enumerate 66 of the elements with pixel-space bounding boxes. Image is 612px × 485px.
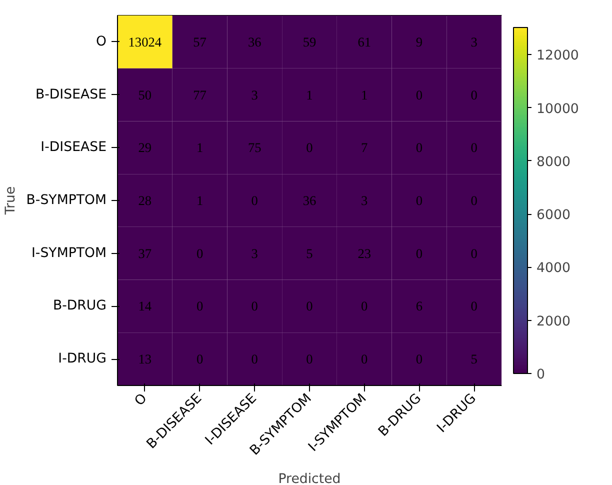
data-label: 1 (306, 87, 313, 102)
data-label: 3 (470, 34, 478, 50)
data-label: 75 (248, 140, 262, 156)
color-bar-label: 10000 (536, 102, 579, 117)
data-label: 0 (416, 352, 423, 367)
data-label: 14 (138, 298, 152, 314)
data-label: 36 (248, 34, 262, 50)
color-bar-label: 0 (536, 368, 545, 382)
data-label: 7 (361, 140, 368, 156)
data-label: 13 (138, 352, 152, 367)
data-label: 0 (251, 298, 258, 314)
data-label: 3 (361, 193, 368, 208)
data-label: 0 (470, 298, 478, 314)
data-label: 37 (138, 246, 152, 261)
data-label: 0 (306, 140, 314, 156)
data-label: 0 (196, 246, 204, 261)
y-tick-label: B-DRUG (52, 298, 107, 314)
data-label: 0 (306, 352, 314, 367)
color-bar-label: 4000 (536, 261, 570, 276)
data-label: 0 (361, 352, 368, 367)
data-label: 61 (358, 34, 372, 50)
y-axis-title: True (3, 186, 18, 216)
color-bar-label: 2000 (536, 314, 570, 330)
data-label: 3 (251, 87, 258, 102)
data-label: 0 (470, 246, 478, 261)
data-label: 9 (416, 34, 423, 50)
y-tick-label: I-SYMPTOM (31, 246, 107, 261)
data-label: 0 (416, 140, 423, 156)
data-label: 0 (251, 193, 258, 208)
data-label: 5 (306, 246, 314, 261)
data-label: 0 (416, 246, 423, 261)
data-label: 29 (138, 140, 152, 156)
data-label: 57 (193, 34, 207, 50)
data-label: 0 (416, 87, 423, 102)
data-label: 0 (416, 193, 423, 208)
data-label: 5 (470, 352, 478, 367)
data-label: 0 (306, 298, 314, 314)
x-axis-title: Predicted (278, 472, 341, 485)
color-bar-label: 8000 (536, 154, 570, 170)
y-tick-label: O (96, 34, 107, 50)
y-tick-label: B-SYMPTOM (26, 193, 107, 208)
y-tick-label: B-DISEASE (35, 87, 107, 102)
data-label: 77 (193, 87, 207, 102)
data-label: 0 (470, 87, 478, 102)
data-label: 0 (196, 352, 204, 367)
data-label: 0 (196, 298, 204, 314)
data-label: 59 (302, 34, 316, 50)
data-label: 0 (361, 298, 368, 314)
data-label: 3 (251, 246, 258, 261)
data-label: 28 (138, 193, 152, 208)
y-tick-label: I-DISEASE (40, 140, 107, 156)
y-tick-label: I-DRUG (58, 352, 107, 367)
data-label: 50 (138, 87, 152, 102)
data-label: 0 (470, 193, 478, 208)
data-label: 23 (358, 246, 372, 261)
x-tick-label: O (132, 391, 150, 410)
data-label: 1 (196, 140, 204, 156)
color-bar-label: 12000 (536, 48, 579, 64)
data-label: 1 (196, 193, 204, 208)
data-label: 13024 (128, 34, 162, 50)
data-label: 0 (470, 140, 478, 156)
data-label: 6 (416, 298, 423, 314)
data-label: 36 (302, 193, 316, 208)
data-label: 1 (361, 87, 368, 102)
data-label: 0 (251, 352, 258, 367)
color-bar-label: 6000 (536, 208, 570, 224)
